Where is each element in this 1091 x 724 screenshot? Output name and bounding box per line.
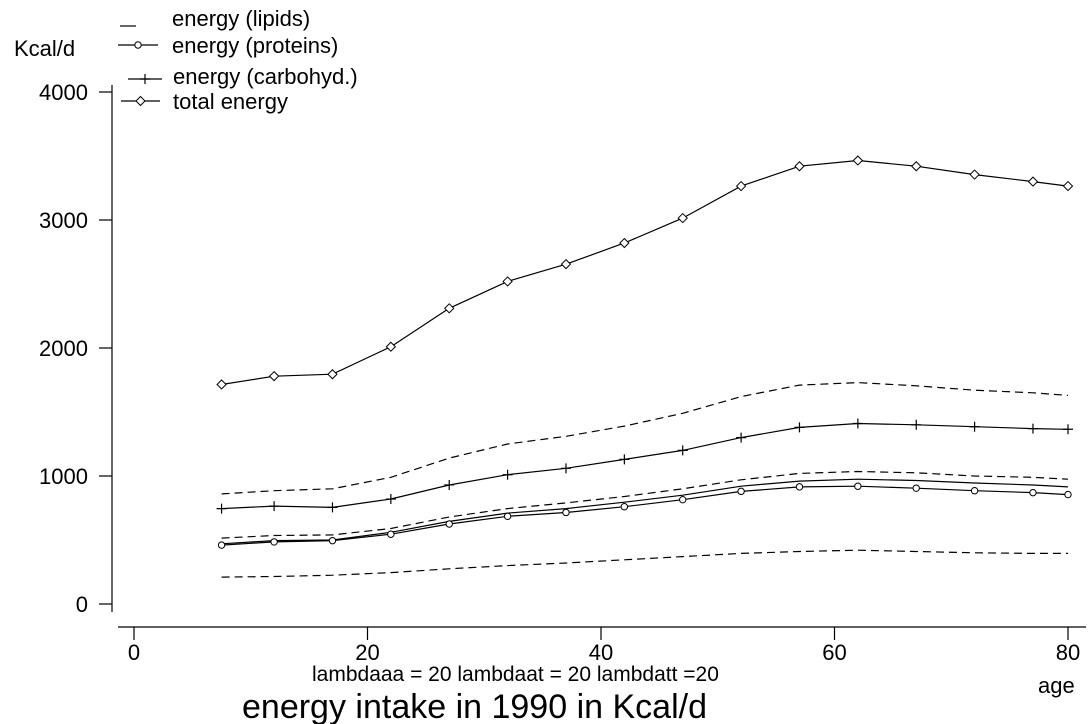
data-point-plus [911, 419, 922, 430]
data-point-diamond [735, 180, 747, 192]
legend: energy (lipids)energy (proteins) energy (… [118, 6, 358, 114]
y-tick-label: 2000 [39, 336, 88, 361]
data-point-circle [503, 512, 512, 521]
data-point-plus [269, 501, 280, 512]
data-point-circle [679, 495, 687, 504]
data-point-diamond [560, 258, 572, 270]
legend-label: energy (lipids) [172, 6, 310, 31]
data-point-plus [502, 469, 513, 480]
y-tick-label: 1000 [39, 464, 88, 489]
data-point-diamond [1062, 180, 1074, 192]
data-point-circle [854, 482, 862, 490]
data-point-circle [912, 484, 920, 492]
data-point-circle [795, 483, 804, 491]
band-line [221, 549, 1068, 578]
data-point-circle [1029, 488, 1037, 497]
band-line [221, 478, 1069, 545]
series-line [221, 485, 1069, 546]
data-point-plus [736, 432, 747, 443]
data-point-circle [270, 538, 278, 546]
y-axis-label: Kcal/d [14, 36, 75, 61]
data-point-diamond [852, 155, 864, 166]
data-point-circle [134, 41, 142, 49]
x-tick-label: 20 [355, 640, 379, 665]
data-point-diamond [268, 370, 280, 382]
legend-label: energy (carbohyd.) [173, 64, 358, 89]
y-tick-label: 4000 [39, 80, 88, 105]
series-markers [216, 155, 1074, 549]
data-point-diamond [216, 379, 227, 390]
data-point-circle [970, 487, 979, 495]
axes: 0 1000 2000 3000 4000 0 20 40 60 80 [39, 80, 1086, 665]
data-point-diamond [327, 369, 338, 380]
data-point-diamond [444, 303, 455, 314]
y-tick-label: 3000 [39, 208, 88, 233]
data-point-plus [444, 479, 455, 490]
x-axis-label: age [1038, 673, 1075, 698]
data-point-diamond [677, 212, 688, 224]
data-point-plus [560, 463, 571, 474]
data-point-diamond [385, 341, 397, 352]
data-point-circle [562, 508, 570, 517]
data-point-circle [387, 530, 395, 538]
data-point-diamond [619, 237, 630, 249]
data-point-circle [217, 541, 226, 549]
data-point-plus [385, 494, 396, 505]
chart-subtitle: lambdaaa = 20 lambdaat = 20 lambdatt =20 [312, 663, 719, 686]
series-lines [221, 159, 1069, 578]
data-point-circle [328, 536, 337, 545]
data-point-diamond [911, 161, 922, 172]
x-tick-label: 0 [128, 640, 140, 665]
y-tick-label: 0 [76, 592, 88, 617]
data-point-plus [327, 502, 338, 513]
series-line [221, 422, 1069, 510]
data-point-plus [852, 418, 863, 429]
legend-label: energy (proteins) [172, 33, 338, 58]
data-point-plus [1063, 424, 1073, 435]
series-line [221, 159, 1069, 386]
data-point-diamond [1027, 176, 1039, 187]
data-point-plus [677, 445, 688, 456]
data-point-circle [445, 520, 453, 528]
data-point-diamond [502, 276, 513, 287]
band-line [221, 470, 1069, 539]
chart-title: energy intake in 1990 in Kcal/d [242, 688, 707, 724]
data-point-plus [1027, 423, 1038, 434]
data-point-plus [619, 454, 630, 465]
data-point-plus [969, 421, 980, 432]
x-tick-label: 80 [1056, 640, 1080, 665]
x-tick-label: 60 [822, 640, 846, 665]
data-point-diamond [969, 169, 980, 180]
data-point-plus [216, 503, 227, 514]
data-point-diamond [135, 95, 146, 107]
data-point-diamond [794, 161, 805, 172]
series-line [221, 381, 1069, 495]
data-point-circle [737, 487, 745, 496]
data-point-plus [794, 422, 805, 433]
data-point-circle [1064, 490, 1072, 499]
data-point-circle [620, 503, 629, 511]
data-point-plus [140, 74, 150, 84]
x-tick-label: 40 [589, 640, 613, 665]
legend-label: total energy [173, 89, 288, 114]
